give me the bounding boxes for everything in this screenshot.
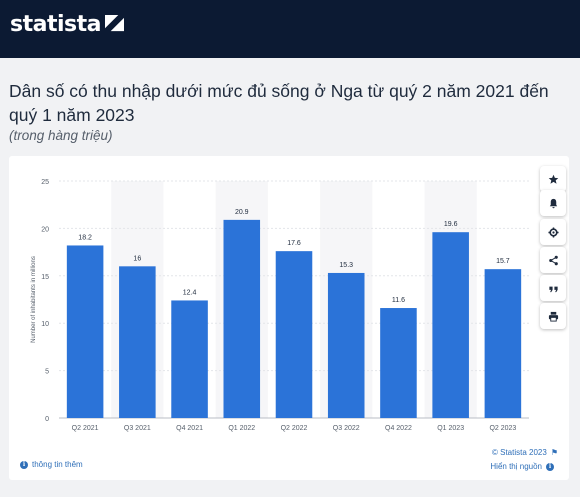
more-info-label: thông tin thêm xyxy=(32,460,83,469)
data-label: 12.4 xyxy=(183,289,197,296)
page-subtitle: (trong hàng triệu) xyxy=(9,128,113,143)
x-tick-label: Q1 2022 xyxy=(228,425,255,432)
more-info-link[interactable]: i thông tin thêm xyxy=(20,460,83,469)
star-icon[interactable] xyxy=(540,166,566,192)
copyright-label: © Statista 2023 xyxy=(492,448,547,457)
bar xyxy=(223,219,261,418)
x-tick-label: Q3 2022 xyxy=(333,425,360,432)
bar xyxy=(66,245,104,418)
flag-icon: ⚑ xyxy=(550,448,558,457)
bar xyxy=(275,251,313,418)
bell-icon[interactable] xyxy=(540,190,566,216)
bar xyxy=(327,272,365,418)
chart-card: 0 5 10 15 20 25 Number of inhabitants in milli… xyxy=(9,156,569,480)
y-tick-label: 10 xyxy=(41,321,49,328)
y-tick-label: 5 xyxy=(45,369,49,376)
x-tick-label: Q2 2021 xyxy=(72,425,99,432)
y-tick-label: 15 xyxy=(41,274,49,281)
info-icon: i xyxy=(20,460,28,469)
bar xyxy=(432,232,469,418)
x-tick-label: Q1 2023 xyxy=(437,425,464,432)
bar xyxy=(119,266,156,418)
bar xyxy=(484,269,522,418)
top-bar: statista xyxy=(0,0,580,58)
share-icon[interactable] xyxy=(540,247,566,273)
data-label: 18.2 xyxy=(78,234,92,241)
gear-icon[interactable] xyxy=(540,219,566,245)
data-label: 15.7 xyxy=(496,258,510,265)
data-label: 11.6 xyxy=(392,297,405,304)
data-label: 15.3 xyxy=(339,262,353,269)
x-tick-label: Q4 2021 xyxy=(176,425,203,432)
page-title: Dân số có thu nhập dưới mức đủ sống ở Ng… xyxy=(9,81,549,125)
bar xyxy=(380,308,417,418)
show-source-link[interactable]: Hiển thị nguồn i xyxy=(490,462,558,471)
x-tick-label: Q2 2022 xyxy=(281,425,308,432)
data-label: 16 xyxy=(133,255,141,262)
data-label: 17.6 xyxy=(287,240,301,247)
logo-mark-icon xyxy=(104,15,124,34)
copyright-link[interactable]: © Statista 2023 ⚑ xyxy=(492,448,558,457)
y-tick-label: 25 xyxy=(41,179,49,186)
y-axis-label: Number of inhabitants in millions xyxy=(31,256,37,343)
data-label: 20.9 xyxy=(235,209,249,216)
y-tick-label: 20 xyxy=(41,226,49,233)
y-tick-label: 0 xyxy=(45,416,49,423)
data-label: 19.6 xyxy=(444,221,458,228)
statista-logo[interactable]: statista xyxy=(10,12,124,37)
x-tick-label: Q4 2022 xyxy=(385,425,412,432)
x-tick-label: Q3 2021 xyxy=(124,425,151,432)
print-icon[interactable] xyxy=(540,303,566,329)
show-source-label: Hiển thị nguồn xyxy=(490,462,542,471)
logo-text: statista xyxy=(10,12,101,37)
quote-icon[interactable] xyxy=(540,275,566,301)
source-info-icon: i xyxy=(546,462,554,471)
bar xyxy=(171,300,208,418)
bar-chart: 0 5 10 15 20 25 Number of inhabitants in milli… xyxy=(31,179,529,432)
x-tick-label: Q2 2023 xyxy=(489,425,516,432)
